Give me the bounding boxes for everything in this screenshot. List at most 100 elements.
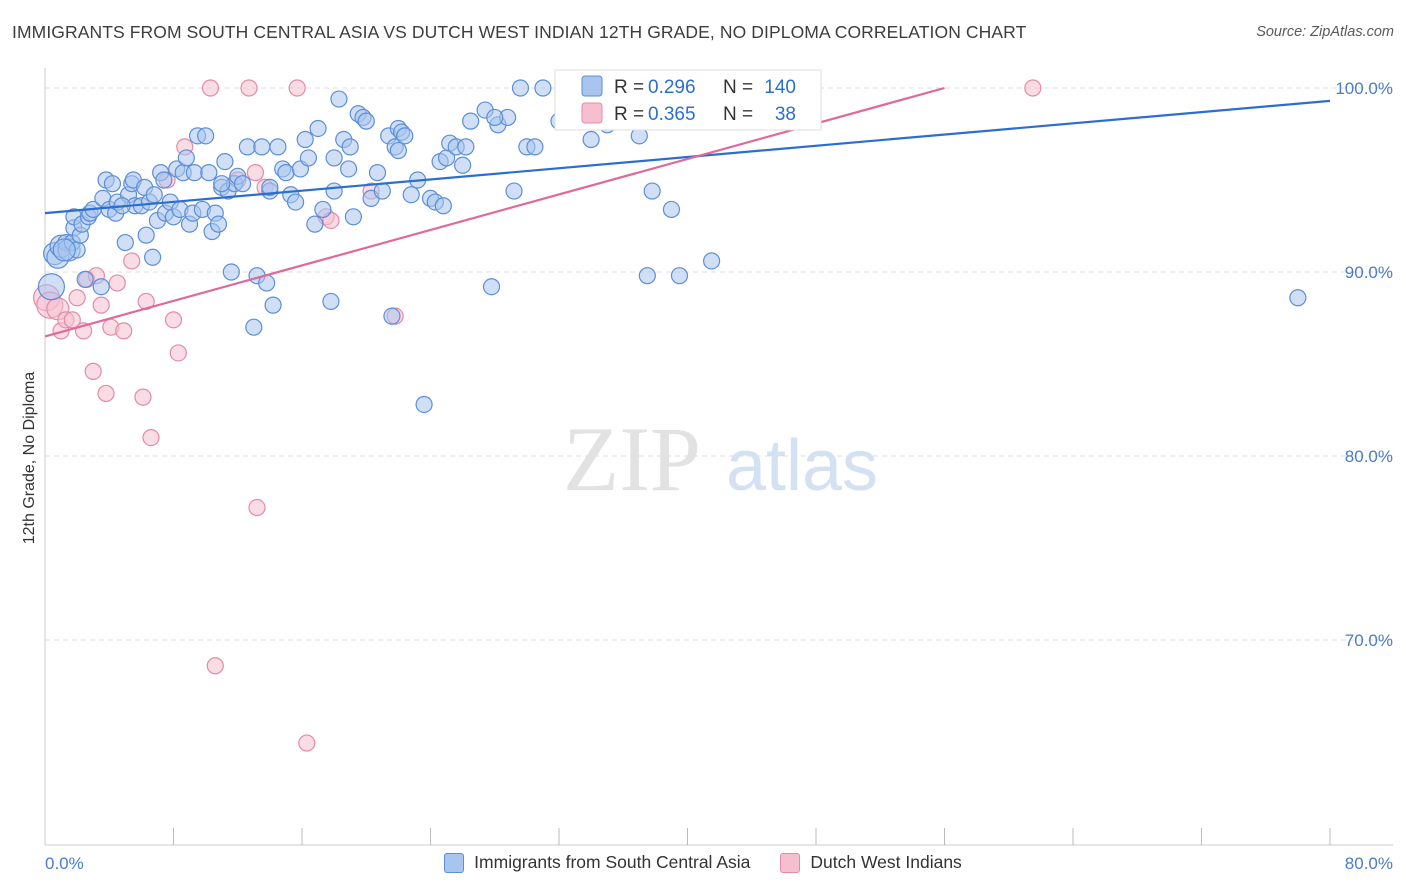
- blue-point-80: [330, 90, 348, 108]
- blue-point-109: [462, 112, 480, 130]
- blue-point-71: [286, 193, 305, 211]
- blue-point-107: [454, 156, 472, 174]
- blue-point-92: [383, 307, 401, 325]
- blue-point-35: [155, 171, 173, 189]
- pink-point-37: [1024, 79, 1042, 97]
- stats-legend: R = 0.296 N = 140 R = 0.365 N = 38: [554, 69, 822, 131]
- legend-n-label-2: N =: [723, 104, 753, 125]
- y-tick-label-3: 70.0%: [1345, 631, 1393, 650]
- legend-n-value-1: 140: [764, 77, 796, 98]
- watermark-atlas: atlas: [726, 426, 878, 506]
- x-tick-label-min: 0.0%: [45, 854, 84, 873]
- blue-point-96: [396, 127, 414, 145]
- blue-point-74: [299, 149, 318, 167]
- legend-label-south-central-asia: Immigrants from South Central Asia: [474, 852, 751, 872]
- blue-point-63: [253, 138, 271, 156]
- pink-point-17: [134, 388, 152, 406]
- blue-point-127: [662, 200, 681, 219]
- trend-line-blue: [44, 99, 1331, 215]
- blue-point-82: [339, 160, 358, 178]
- blue-point-115: [511, 79, 530, 97]
- legend-item-dutch-west-indians[interactable]: Dutch West Indians: [780, 852, 962, 873]
- blue-point-19: [103, 175, 122, 193]
- legend-swatch-dutch-west-indians: [780, 852, 801, 873]
- pink-point-16: [123, 252, 141, 270]
- pink-point-31: [288, 79, 306, 97]
- blue-point-60: [238, 138, 256, 156]
- legend-r-value-2: 0.365: [648, 104, 696, 125]
- blue-point-90: [373, 182, 391, 200]
- blue-point-84: [344, 208, 362, 226]
- y-tick-label-0: 100.0%: [1335, 79, 1393, 98]
- watermark: ZIP atlas: [563, 408, 878, 510]
- pink-point-6: [68, 289, 86, 307]
- blue-point-83: [341, 138, 359, 156]
- blue-point-103: [434, 197, 452, 215]
- blue-point-66: [264, 296, 282, 314]
- legend-n-value-2: 38: [775, 104, 796, 125]
- series-blue-points: [37, 79, 1307, 414]
- blue-point-117: [526, 138, 544, 156]
- x-tick-labels: 0.0% 80.0%: [45, 854, 1393, 873]
- blue-point-132: [52, 238, 76, 262]
- blue-point-89: [368, 164, 387, 182]
- y-tick-labels: 100.0% 90.0% 80.0% 70.0%: [1335, 79, 1393, 650]
- pink-point-22: [169, 344, 187, 362]
- blue-point-137: [389, 141, 407, 160]
- blue-point-67: [269, 138, 287, 156]
- source-label: Source: ZipAtlas.com: [1256, 24, 1394, 40]
- blue-point-22: [116, 233, 134, 252]
- pink-point-32: [298, 734, 316, 752]
- blue-point-54: [216, 153, 234, 171]
- legend-swatch-blue: [581, 75, 603, 97]
- blue-point-15: [92, 278, 110, 296]
- legend-r-label-1: R =: [614, 77, 644, 98]
- blue-point-29: [137, 226, 155, 244]
- blue-point-138: [486, 108, 504, 127]
- blue-point-61: [245, 318, 263, 336]
- blue-point-129: [702, 252, 721, 270]
- blue-point-77: [314, 200, 332, 219]
- blue-point-135: [261, 178, 279, 196]
- blue-point-108: [457, 138, 475, 156]
- watermark-zip: ZIP: [563, 408, 701, 510]
- legend-item-south-central-asia[interactable]: Immigrants from South Central Asia: [444, 852, 750, 873]
- blue-point-73: [296, 130, 314, 149]
- blue-point-78: [322, 292, 340, 311]
- blue-point-114: [505, 182, 523, 200]
- y-tick-label-1: 90.0%: [1345, 263, 1393, 282]
- legend-label-dutch-west-indians: Dutch West Indians: [810, 852, 962, 872]
- blue-point-31: [144, 248, 162, 266]
- blue-point-121: [582, 130, 600, 149]
- blue-point-87: [357, 112, 375, 130]
- pink-point-14: [108, 274, 126, 292]
- pink-point-19: [142, 429, 160, 447]
- blue-point-136: [325, 149, 343, 167]
- legend-swatch-south-central-asia: [444, 852, 465, 873]
- blue-point-11: [76, 270, 94, 288]
- legend-n-label-1: N =: [723, 77, 753, 98]
- pink-point-24: [201, 79, 220, 97]
- legend-r-value-1: 0.296: [648, 77, 696, 98]
- blue-point-118: [534, 79, 552, 97]
- pink-point-21: [164, 311, 183, 329]
- blue-point-125: [638, 267, 656, 285]
- legend-swatch-pink: [581, 102, 603, 124]
- bottom-legend: Immigrants from South Central Asia Dutch…: [0, 852, 1406, 873]
- pink-point-11: [92, 296, 110, 314]
- blue-point-131: [37, 273, 66, 301]
- blue-point-128: [670, 267, 689, 285]
- blue-point-49: [200, 164, 218, 182]
- blue-point-97: [402, 186, 420, 204]
- blue-point-130: [1289, 289, 1307, 307]
- blue-point-111: [482, 278, 501, 296]
- x-tick-label-max: 80.0%: [1345, 854, 1393, 873]
- blue-point-42: [177, 149, 195, 167]
- legend-r-label-2: R =: [614, 104, 644, 125]
- blue-point-126: [643, 182, 661, 200]
- pink-point-30: [248, 498, 266, 517]
- y-tick-label-2: 80.0%: [1345, 447, 1393, 466]
- axes: [44, 68, 1393, 846]
- pink-point-28: [246, 164, 265, 182]
